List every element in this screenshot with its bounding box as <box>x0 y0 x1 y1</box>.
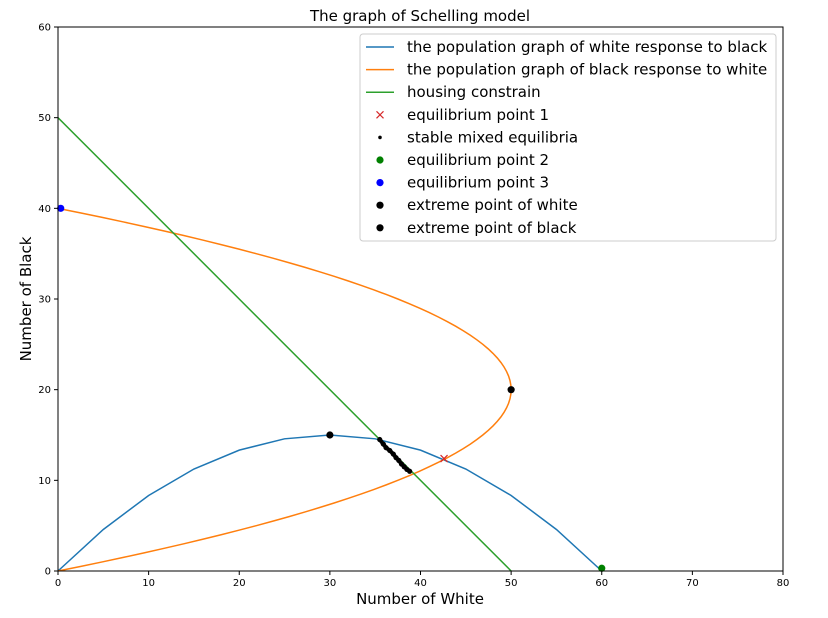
x-tick-label: 0 <box>55 578 61 589</box>
legend-handle-x <box>376 110 384 119</box>
y-tick-label: 20 <box>38 385 51 396</box>
series-point-5-0 <box>598 564 606 572</box>
y-axis-ticks: 0 10 20 30 40 50 60 <box>38 23 58 578</box>
legend-handle-dot <box>376 179 384 187</box>
legend-label: equilibrium point 3 <box>407 174 549 192</box>
legend-label: stable mixed equilibria <box>407 128 578 146</box>
legend-handle-small-dot <box>378 135 382 140</box>
stable-mixed-equilibria-stroke <box>377 437 412 474</box>
legend-label: equilibrium point 2 <box>407 151 549 169</box>
y-tick-label: 50 <box>38 113 51 124</box>
x-tick-label: 40 <box>414 578 427 589</box>
x-tick-label: 50 <box>505 578 518 589</box>
legend-label: equilibrium point 1 <box>407 106 549 124</box>
series-line-2 <box>57 117 512 572</box>
y-tick-label: 60 <box>38 23 51 34</box>
x-tick-label: 80 <box>777 578 790 589</box>
legend-handle-dot <box>376 201 384 209</box>
legend-label: extreme point of black <box>407 219 577 237</box>
x-tick-label: 70 <box>686 578 699 589</box>
legend-handle-dot <box>376 156 384 164</box>
legend-label: the population graph of white response t… <box>407 38 768 56</box>
y-tick-label: 30 <box>38 295 51 306</box>
series-point-8-0 <box>507 386 515 394</box>
x-tick-label: 30 <box>324 578 337 589</box>
series-point-6-0 <box>57 204 65 212</box>
legend-handle-dot <box>376 224 384 232</box>
legend-label: the population graph of black response t… <box>407 61 767 79</box>
legend-label: extreme point of white <box>407 196 578 214</box>
x-tick-label: 60 <box>595 578 608 589</box>
legend: the population graph of white response t… <box>359 33 777 242</box>
legend-box <box>359 33 777 242</box>
y-tick-label: 10 <box>38 476 51 487</box>
legend-label: housing constrain <box>407 83 541 101</box>
x-axis-label: Number of White <box>356 590 484 608</box>
equilibrium-point-1-marker <box>440 454 448 463</box>
y-tick-label: 40 <box>38 204 51 215</box>
series-point-7-0 <box>326 431 334 439</box>
x-tick-label: 10 <box>142 578 155 589</box>
y-axis-label: Number of Black <box>17 236 35 361</box>
chart-title: The graph of Schelling model <box>309 7 530 25</box>
y-tick-label: 0 <box>45 567 51 578</box>
x-axis-ticks: 0 10 20 30 40 50 60 70 80 <box>55 571 790 589</box>
x-tick-label: 20 <box>233 578 246 589</box>
